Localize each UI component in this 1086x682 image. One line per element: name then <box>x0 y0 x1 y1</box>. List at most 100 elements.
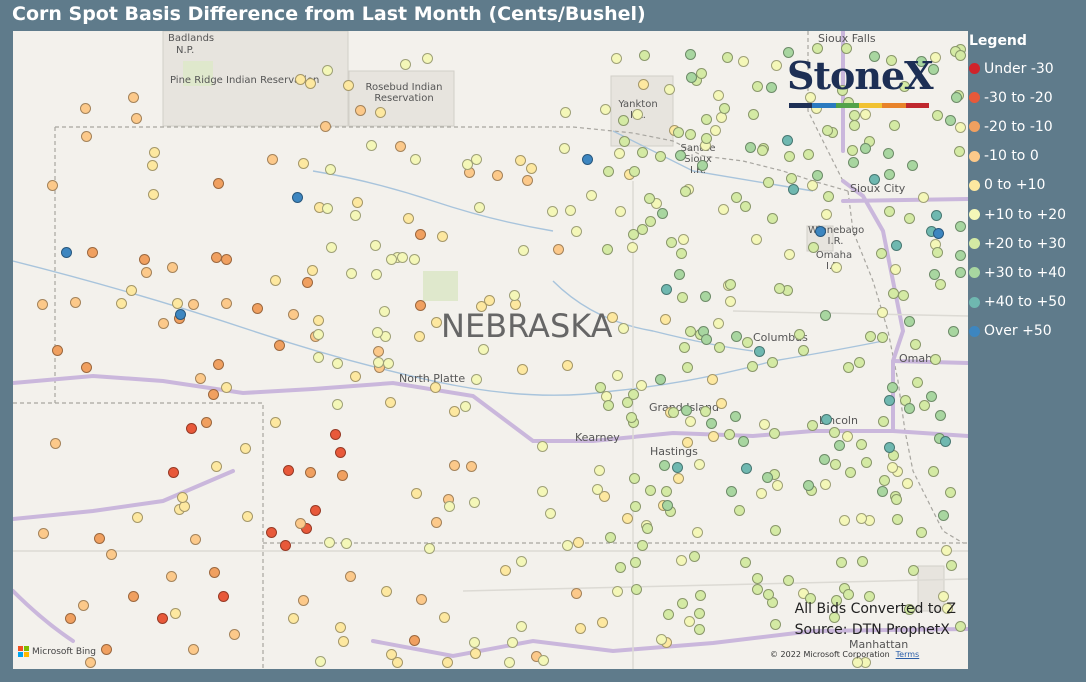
basis-point-marker[interactable] <box>430 517 442 529</box>
basis-point-marker[interactable] <box>730 192 742 204</box>
legend-item[interactable]: +30 to +40 <box>969 258 1066 287</box>
basis-point-marker[interactable] <box>714 342 726 354</box>
basis-point-marker[interactable] <box>630 584 642 596</box>
basis-point-marker[interactable] <box>297 595 309 607</box>
basis-point-marker[interactable] <box>313 314 325 326</box>
basis-point-marker[interactable] <box>372 345 384 357</box>
basis-point-marker[interactable] <box>660 313 671 325</box>
basis-point-marker[interactable] <box>441 657 453 668</box>
basis-point-marker[interactable] <box>371 268 383 280</box>
basis-point-marker[interactable] <box>571 226 583 238</box>
basis-point-marker[interactable] <box>685 72 697 83</box>
basis-point-marker[interactable] <box>865 331 877 343</box>
basis-point-marker[interactable] <box>769 618 781 630</box>
basis-point-marker[interactable] <box>679 186 691 198</box>
basis-point-marker[interactable] <box>953 145 965 157</box>
basis-point-marker[interactable] <box>770 60 782 72</box>
basis-point-marker[interactable] <box>94 532 106 544</box>
basis-point-marker[interactable] <box>803 479 815 491</box>
basis-point-marker[interactable] <box>628 388 640 400</box>
basis-point-marker[interactable] <box>955 121 966 133</box>
basis-point-marker[interactable] <box>883 441 895 453</box>
basis-point-marker[interactable] <box>637 224 649 236</box>
basis-point-marker[interactable] <box>859 142 871 154</box>
basis-point-marker[interactable] <box>386 253 398 265</box>
basis-point-marker[interactable] <box>37 298 49 310</box>
basis-point-marker[interactable] <box>430 381 442 393</box>
basis-point-marker[interactable] <box>175 308 187 320</box>
basis-point-marker[interactable] <box>683 615 695 627</box>
basis-point-marker[interactable] <box>187 643 199 655</box>
basis-point-marker[interactable] <box>408 254 420 266</box>
basis-point-marker[interactable] <box>767 356 779 368</box>
basis-point-marker[interactable] <box>628 166 640 178</box>
basis-point-marker[interactable] <box>469 647 481 659</box>
basis-point-marker[interactable] <box>754 346 766 358</box>
basis-point-marker[interactable] <box>323 536 335 548</box>
basis-point-marker[interactable] <box>907 160 919 172</box>
basis-point-marker[interactable] <box>409 154 421 166</box>
basis-point-marker[interactable] <box>514 154 526 166</box>
basis-point-marker[interactable] <box>470 373 482 385</box>
basis-point-marker[interactable] <box>710 124 722 136</box>
basis-point-marker[interactable] <box>822 125 834 137</box>
basis-point-marker[interactable] <box>334 621 346 633</box>
basis-point-marker[interactable] <box>788 184 800 196</box>
basis-point-marker[interactable] <box>927 64 939 76</box>
basis-point-marker[interactable] <box>477 344 489 355</box>
basis-point-marker[interactable] <box>701 113 713 125</box>
basis-point-marker[interactable] <box>673 473 685 485</box>
basis-point-marker[interactable] <box>380 586 392 598</box>
basis-point-marker[interactable] <box>930 52 942 64</box>
basis-point-marker[interactable] <box>909 338 921 350</box>
basis-point-marker[interactable] <box>955 220 966 232</box>
basis-point-marker[interactable] <box>570 588 582 600</box>
basis-point-marker[interactable] <box>681 437 693 449</box>
basis-point-marker[interactable] <box>60 246 72 258</box>
basis-point-marker[interactable] <box>84 657 96 668</box>
basis-point-marker[interactable] <box>612 586 624 597</box>
basis-point-marker[interactable] <box>903 315 915 327</box>
basis-point-marker[interactable] <box>655 373 667 385</box>
basis-point-marker[interactable] <box>932 228 944 240</box>
basis-point-marker[interactable] <box>37 528 49 540</box>
basis-point-marker[interactable] <box>708 431 720 443</box>
basis-point-marker[interactable] <box>195 373 207 385</box>
basis-point-marker[interactable] <box>148 188 160 200</box>
basis-point-marker[interactable] <box>660 284 672 296</box>
basis-point-marker[interactable] <box>626 411 638 423</box>
basis-point-marker[interactable] <box>903 403 915 415</box>
legend-item[interactable]: Under -30 <box>969 54 1066 83</box>
basis-point-marker[interactable] <box>294 518 306 530</box>
basis-point-marker[interactable] <box>731 331 743 343</box>
basis-point-marker[interactable] <box>875 248 887 260</box>
basis-point-marker[interactable] <box>842 430 854 442</box>
basis-point-marker[interactable] <box>596 617 608 629</box>
basis-point-marker[interactable] <box>729 410 741 422</box>
basis-point-marker[interactable] <box>599 104 611 116</box>
basis-point-marker[interactable] <box>52 345 64 357</box>
basis-point-marker[interactable] <box>470 153 482 165</box>
basis-point-marker[interactable] <box>688 550 700 562</box>
basis-point-marker[interactable] <box>853 357 865 369</box>
basis-point-marker[interactable] <box>537 440 549 452</box>
basis-point-marker[interactable] <box>677 233 689 245</box>
basis-point-marker[interactable] <box>325 242 337 254</box>
basis-point-marker[interactable] <box>242 510 253 522</box>
basis-point-marker[interactable] <box>269 416 281 428</box>
basis-point-marker[interactable] <box>306 265 318 277</box>
basis-point-marker[interactable] <box>744 141 756 153</box>
basis-point-marker[interactable] <box>781 134 793 146</box>
basis-point-marker[interactable] <box>836 84 848 96</box>
basis-point-marker[interactable] <box>606 311 618 323</box>
basis-point-marker[interactable] <box>626 241 638 253</box>
basis-point-marker[interactable] <box>594 381 606 393</box>
basis-point-marker[interactable] <box>449 405 461 417</box>
terms-link[interactable]: Terms <box>895 650 920 659</box>
basis-point-marker[interactable] <box>115 297 127 309</box>
basis-point-marker[interactable] <box>840 42 852 54</box>
basis-point-marker[interactable] <box>765 82 777 94</box>
basis-point-marker[interactable] <box>448 460 460 472</box>
basis-point-marker[interactable] <box>886 462 898 474</box>
basis-point-marker[interactable] <box>221 253 233 265</box>
